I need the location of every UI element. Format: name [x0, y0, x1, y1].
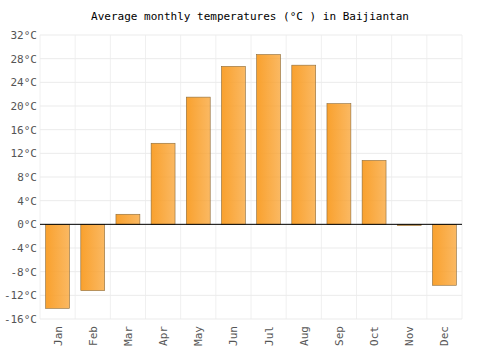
chart: Average monthly temperatures (°C ) in Ba…: [0, 0, 500, 350]
bar: [81, 224, 105, 290]
x-tick-label: May: [192, 326, 205, 346]
y-tick-label: -12°C: [4, 289, 37, 302]
bar: [221, 66, 245, 224]
bar: [151, 143, 175, 224]
grid-line: [40, 129, 462, 130]
x-tick-label: Nov: [403, 326, 416, 346]
y-tick-label: 32°C: [11, 29, 38, 42]
x-tick-label: Jun: [227, 326, 240, 346]
zero-line: [40, 224, 462, 225]
y-tick-label: -8°C: [11, 266, 38, 279]
x-tick-label: Jul: [263, 326, 276, 346]
x-tick-label: Mar: [122, 326, 135, 346]
bar: [432, 224, 456, 285]
y-tick-label: -16°C: [4, 313, 37, 326]
x-tick-label: Jan: [52, 326, 65, 346]
x-tick-label: Oct: [368, 326, 381, 346]
bars: [46, 55, 457, 309]
x-tick-label: Dec: [438, 326, 451, 346]
y-tick-label: 8°C: [17, 171, 37, 184]
y-tick-label: 24°C: [11, 76, 38, 89]
y-tick-label: 20°C: [11, 100, 38, 113]
grid-line: [40, 82, 462, 83]
grid-line: [40, 177, 462, 178]
grid-line: [40, 35, 462, 36]
bar: [46, 224, 70, 308]
y-tick-label: 16°C: [11, 124, 38, 137]
y-tick-label: 12°C: [11, 147, 38, 160]
bar: [362, 160, 386, 224]
title: Average monthly temperatures (°C ) in Ba…: [91, 10, 409, 23]
grid-line: [40, 200, 462, 201]
grid-line: [40, 319, 462, 320]
y-tick-label: 0°C: [17, 218, 37, 231]
y-tick-label: 4°C: [17, 195, 37, 208]
bar: [116, 214, 140, 224]
grid-line: [40, 153, 462, 154]
bar: [186, 97, 210, 224]
grid-line: [40, 106, 462, 107]
x-tick-label: Aug: [298, 326, 311, 346]
x-tick-label: Sep: [333, 326, 346, 346]
y-tick-label: -4°C: [11, 242, 38, 255]
grid-line: [40, 58, 462, 59]
bar: [327, 104, 351, 225]
grid-line: [40, 224, 462, 225]
x-tick-label: Apr: [157, 326, 170, 346]
y-tick-label: 28°C: [11, 53, 38, 66]
bar: [292, 65, 316, 224]
grid-line: [40, 295, 462, 296]
bar: [257, 55, 281, 225]
x-tick-label: Feb: [87, 326, 100, 346]
